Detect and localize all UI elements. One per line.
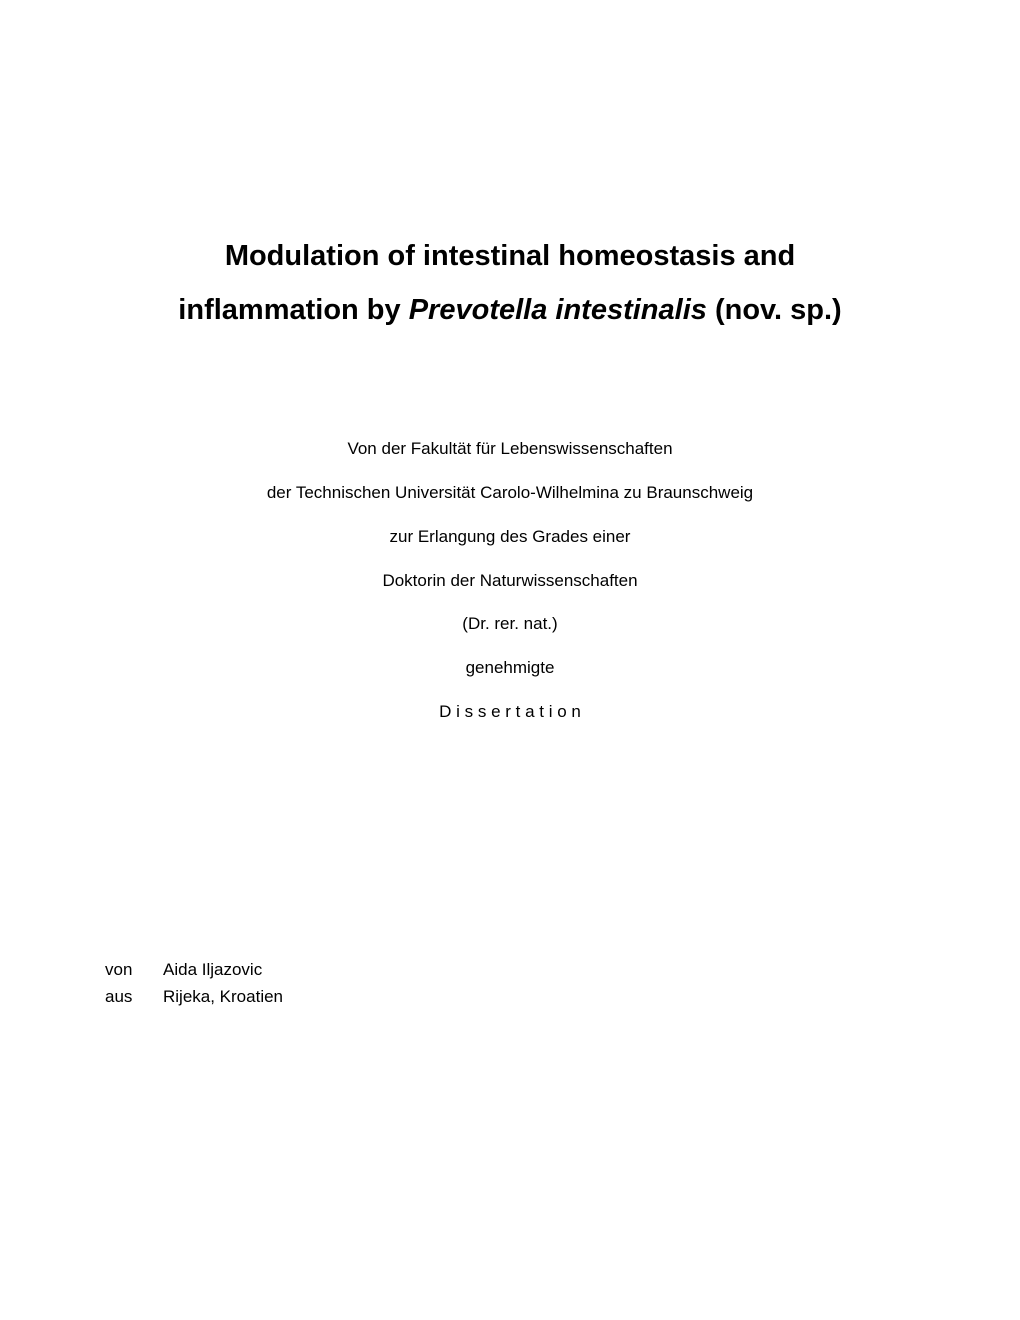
faculty-line-1: Von der Fakultät für Lebenswissenschafte… (100, 437, 920, 461)
title-line-1: Modulation of intestinal homeostasis and (100, 230, 920, 284)
author-origin: Rijeka, Kroatien (163, 983, 283, 1010)
title-prefix: inflammation by (178, 294, 408, 326)
species-name: Prevotella intestinalis (409, 294, 707, 326)
dissertation-label: D i s s e r t a t i o n (100, 700, 920, 724)
title-block: Modulation of intestinal homeostasis and… (100, 230, 920, 337)
author-aus-row: aus Rijeka, Kroatien (105, 983, 283, 1010)
von-label: von (105, 956, 163, 983)
faculty-line-6: genehmigte (100, 656, 920, 680)
dissertation-title-page: Modulation of intestinal homeostasis and… (0, 0, 1020, 1320)
title-line-2: inflammation by Prevotella intestinalis … (100, 284, 920, 338)
title-suffix: (nov. sp.) (707, 294, 842, 326)
faculty-block: Von der Fakultät für Lebenswissenschafte… (100, 437, 920, 724)
faculty-line-2: der Technischen Universität Carolo-Wilhe… (100, 481, 920, 505)
faculty-line-5: (Dr. rer. nat.) (100, 612, 920, 636)
author-block: von Aida Iljazovic aus Rijeka, Kroatien (105, 956, 283, 1010)
aus-label: aus (105, 983, 163, 1010)
author-von-row: von Aida Iljazovic (105, 956, 283, 983)
author-name: Aida Iljazovic (163, 956, 262, 983)
faculty-line-4: Doktorin der Naturwissenschaften (100, 569, 920, 593)
faculty-line-3: zur Erlangung des Grades einer (100, 525, 920, 549)
